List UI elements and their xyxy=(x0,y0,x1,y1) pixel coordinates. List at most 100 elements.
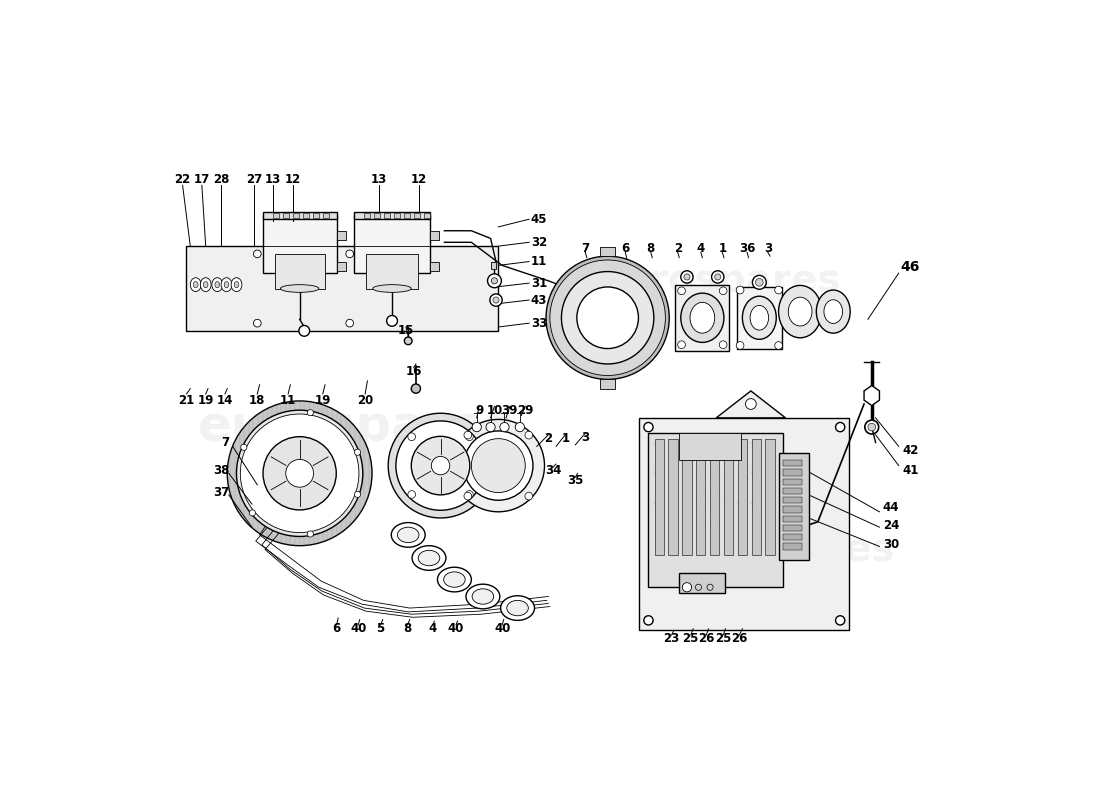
Text: 26: 26 xyxy=(698,632,714,646)
Circle shape xyxy=(561,271,653,364)
Bar xyxy=(783,488,803,494)
Circle shape xyxy=(684,274,690,280)
Circle shape xyxy=(774,286,782,294)
Circle shape xyxy=(712,270,724,283)
Circle shape xyxy=(253,319,261,327)
Text: 40: 40 xyxy=(350,622,366,635)
Text: 13: 13 xyxy=(265,173,280,186)
Text: 3: 3 xyxy=(581,430,590,444)
Text: 8: 8 xyxy=(647,242,654,255)
Text: 35: 35 xyxy=(568,474,583,487)
Text: 33: 33 xyxy=(531,317,547,330)
Ellipse shape xyxy=(280,285,319,292)
Circle shape xyxy=(719,341,727,349)
Circle shape xyxy=(250,510,255,516)
Bar xyxy=(783,506,803,513)
Bar xyxy=(783,478,803,485)
Ellipse shape xyxy=(194,282,198,288)
Text: 22: 22 xyxy=(175,173,190,186)
Bar xyxy=(654,439,664,555)
Circle shape xyxy=(682,582,692,592)
Circle shape xyxy=(431,456,450,475)
Text: 25: 25 xyxy=(715,632,732,646)
Text: 13: 13 xyxy=(371,173,387,186)
Text: 20: 20 xyxy=(358,394,373,406)
Text: 26: 26 xyxy=(732,632,748,646)
Circle shape xyxy=(756,278,763,286)
Circle shape xyxy=(408,433,416,441)
Text: 5: 5 xyxy=(376,622,385,635)
Ellipse shape xyxy=(500,596,535,620)
Circle shape xyxy=(307,410,314,416)
Ellipse shape xyxy=(438,567,472,592)
Text: 32: 32 xyxy=(531,236,547,249)
Text: 34: 34 xyxy=(544,465,561,478)
Polygon shape xyxy=(716,391,785,418)
Bar xyxy=(783,470,803,476)
Circle shape xyxy=(865,420,879,434)
Bar xyxy=(273,213,279,218)
Bar xyxy=(414,213,420,218)
Circle shape xyxy=(241,444,246,450)
Circle shape xyxy=(525,492,532,500)
Circle shape xyxy=(487,274,502,288)
Circle shape xyxy=(307,531,314,537)
Bar xyxy=(293,213,299,218)
Circle shape xyxy=(550,260,666,375)
Text: 31: 31 xyxy=(531,277,547,290)
Text: 4: 4 xyxy=(696,242,705,255)
Circle shape xyxy=(263,437,337,510)
Circle shape xyxy=(644,422,653,432)
Ellipse shape xyxy=(392,522,425,547)
Text: 45: 45 xyxy=(531,213,548,226)
Circle shape xyxy=(345,250,353,258)
Circle shape xyxy=(464,492,472,500)
Bar xyxy=(600,379,615,389)
Text: 25: 25 xyxy=(683,632,698,646)
Bar xyxy=(394,213,399,218)
Bar xyxy=(783,497,803,503)
Circle shape xyxy=(240,414,359,533)
Circle shape xyxy=(236,410,363,537)
Circle shape xyxy=(546,256,669,379)
Bar xyxy=(783,525,803,531)
Bar xyxy=(302,213,309,218)
Text: 3: 3 xyxy=(763,242,772,255)
Circle shape xyxy=(411,384,420,394)
Bar xyxy=(600,247,615,256)
Circle shape xyxy=(736,286,744,294)
Bar xyxy=(779,453,808,560)
Text: 46: 46 xyxy=(901,260,920,274)
Circle shape xyxy=(695,584,702,590)
Ellipse shape xyxy=(373,285,411,292)
Text: 19: 19 xyxy=(315,394,331,406)
Circle shape xyxy=(253,250,261,258)
Circle shape xyxy=(836,616,845,625)
Ellipse shape xyxy=(214,282,220,288)
Text: 6: 6 xyxy=(621,242,629,255)
Circle shape xyxy=(286,459,313,487)
Text: 30: 30 xyxy=(883,538,899,550)
Circle shape xyxy=(411,436,470,495)
Circle shape xyxy=(388,414,493,518)
Circle shape xyxy=(515,422,525,432)
Ellipse shape xyxy=(204,282,208,288)
Bar xyxy=(354,211,430,219)
Text: 27: 27 xyxy=(246,173,262,186)
Text: 14: 14 xyxy=(217,394,233,406)
Ellipse shape xyxy=(234,282,239,288)
Ellipse shape xyxy=(418,550,440,566)
Circle shape xyxy=(396,421,485,510)
Bar xyxy=(264,215,337,273)
Ellipse shape xyxy=(412,546,446,570)
Text: 19: 19 xyxy=(198,394,213,406)
Text: 40: 40 xyxy=(494,622,510,635)
Bar xyxy=(384,213,389,218)
Bar xyxy=(766,439,774,555)
Bar xyxy=(374,213,379,218)
Bar xyxy=(680,434,741,460)
Text: 41: 41 xyxy=(902,464,918,477)
Text: 29: 29 xyxy=(517,404,534,417)
Circle shape xyxy=(836,422,845,432)
Circle shape xyxy=(490,294,503,306)
